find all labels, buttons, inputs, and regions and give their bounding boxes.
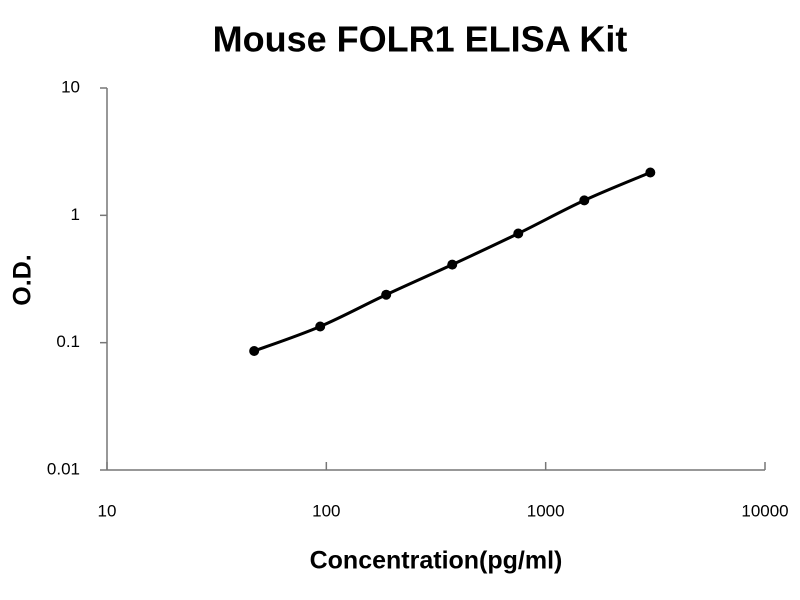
data-point (513, 228, 524, 239)
data-point (249, 346, 260, 357)
chart-title: Mouse FOLR1 ELISA Kit (213, 19, 628, 60)
y-tick-label: 0.01 (47, 459, 80, 478)
data-point (315, 321, 326, 332)
x-axis-label: Concentration(pg/ml) (310, 547, 563, 575)
x-tick-label: 1000 (527, 501, 565, 520)
y-tick-label: 0.1 (56, 332, 80, 351)
x-tick-label: 100 (312, 501, 340, 520)
x-tick-label: 10 (98, 501, 117, 520)
data-point (381, 289, 392, 300)
x-tick-label: 10000 (741, 501, 788, 520)
y-tick-label: 1 (71, 205, 80, 224)
data-point (447, 259, 458, 270)
y-tick-label: 10 (61, 77, 80, 96)
y-axis-label: O.D. (9, 254, 37, 305)
data-point (645, 167, 656, 178)
data-point (579, 195, 590, 206)
